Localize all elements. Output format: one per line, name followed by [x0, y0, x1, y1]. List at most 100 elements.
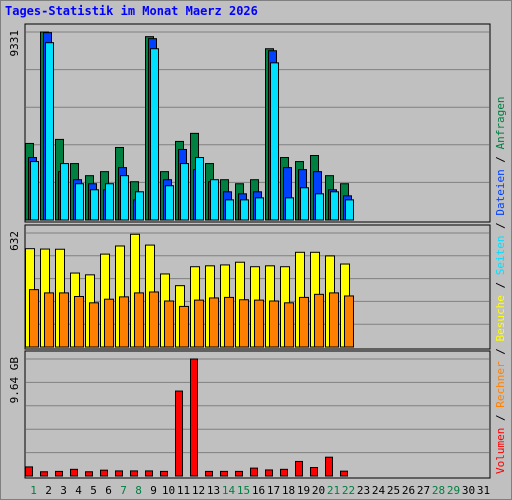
bar-rechner-day-1	[29, 289, 39, 348]
bar-volumen-day-14	[220, 470, 228, 477]
x-tick-label-day-14: 14	[222, 484, 236, 497]
bar-rechner-day-10	[164, 300, 174, 348]
x-tick-label-day-24: 24	[372, 484, 386, 497]
x-tick-label-day-25: 25	[387, 484, 400, 497]
x-tick-label-day-18: 18	[282, 484, 295, 497]
bar-rechner-day-5	[89, 302, 99, 348]
bar-rechner-day-13	[209, 297, 219, 348]
bar-volumen-day-10	[160, 470, 168, 477]
bar-seiten-day-21	[330, 191, 339, 221]
x-tick-label-day-21: 21	[327, 484, 340, 497]
bar-seiten-day-11	[180, 163, 189, 221]
x-tick-label-day-26: 26	[402, 484, 415, 497]
bar-seiten-day-1	[30, 161, 39, 221]
bar-volumen-day-11	[175, 390, 183, 477]
x-tick-label-day-31: 31	[477, 484, 490, 497]
bar-seiten-day-19	[300, 187, 309, 221]
bar-rechner-day-11	[179, 305, 189, 348]
x-tick-label-day-30: 30	[462, 484, 475, 497]
bar-seiten-day-16	[255, 197, 264, 221]
bar-volumen-day-1	[25, 466, 33, 477]
x-tick-label-day-16: 16	[252, 484, 265, 497]
bar-volumen-day-19	[295, 460, 303, 477]
bar-volumen-day-18	[280, 468, 288, 477]
legend-separator: /	[494, 342, 507, 362]
x-tick-label-day-20: 20	[312, 484, 325, 497]
bar-volumen-day-16	[250, 467, 258, 477]
chart-title: Tages-Statistik im Monat Maerz 2026	[5, 4, 258, 18]
legend-separator: /	[494, 408, 507, 428]
legend-separator: /	[494, 275, 507, 295]
bar-rechner-day-4	[74, 295, 84, 348]
bar-rechner-day-15	[239, 299, 249, 348]
x-tick-label-day-9: 9	[150, 484, 157, 497]
legend-separator: /	[494, 149, 507, 169]
y-axis-max-label: 632	[8, 231, 21, 251]
bar-volumen-day-6	[100, 469, 108, 477]
bar-seiten-day-2	[45, 42, 54, 221]
bar-seiten-day-18	[285, 197, 294, 221]
bar-rechner-day-7	[119, 296, 129, 348]
x-tick-label-day-17: 17	[267, 484, 280, 497]
bar-rechner-day-18	[284, 302, 294, 348]
legend-entry-volumen: Volumen	[494, 428, 507, 474]
panel-volume: 9.64 GB	[8, 350, 491, 479]
x-tick-label-day-3: 3	[60, 484, 67, 497]
x-tick-label-day-19: 19	[297, 484, 310, 497]
bar-seiten-day-22	[345, 199, 354, 221]
x-tick-label-day-12: 12	[192, 484, 205, 497]
x-tick-label-day-29: 29	[447, 484, 460, 497]
bar-volumen-day-12	[190, 358, 198, 477]
legend-entry-besuche: Besuche	[494, 295, 507, 341]
bar-seiten-day-9	[150, 48, 159, 221]
bar-rechner-day-16	[254, 299, 264, 348]
x-axis-day-labels: 1 2 3 4 5 6 7 8 9 10 11 12 13 14 15 16 17 18 19 20 21 22 23 24 2…	[30, 484, 490, 497]
bar-seiten-day-14	[225, 199, 234, 221]
x-tick-label-day-8: 8	[135, 484, 142, 497]
bar-rechner-day-22	[344, 295, 354, 348]
bar-seiten-day-13	[210, 179, 219, 221]
bar-seiten-day-12	[195, 157, 204, 221]
bar-seiten-day-4	[75, 183, 84, 221]
bar-volumen-day-2	[40, 471, 48, 477]
legend-right: Volumen / Rechner / Besuche / Seiten / D…	[494, 96, 507, 474]
bar-volumen-day-22	[340, 470, 348, 477]
legend-text: Volumen / Rechner / Besuche / Seiten / D…	[494, 96, 507, 474]
bar-rechner-day-2	[44, 292, 54, 348]
bar-rechner-day-6	[104, 298, 114, 348]
bar-volumen-day-15	[235, 470, 243, 477]
y-axis-max-label: 9.64 GB	[8, 357, 21, 404]
bar-rechner-day-14	[224, 296, 234, 348]
x-tick-label-day-2: 2	[45, 484, 52, 497]
x-tick-label-day-13: 13	[207, 484, 220, 497]
x-tick-label-day-6: 6	[105, 484, 112, 497]
bar-seiten-day-17	[270, 62, 279, 221]
x-tick-label-day-4: 4	[75, 484, 82, 497]
panel-visits-hosts: 632	[8, 224, 491, 350]
bar-seiten-day-10	[165, 185, 174, 221]
bar-volumen-day-21	[325, 456, 333, 477]
bar-seiten-day-5	[90, 189, 99, 221]
bar-volumen-day-8	[130, 470, 138, 477]
x-tick-label-day-10: 10	[162, 484, 175, 497]
plot-area	[24, 350, 491, 479]
bar-volumen-day-4	[70, 468, 78, 477]
legend-entry-anfragen: Anfragen	[494, 96, 507, 149]
bar-seiten-day-15	[240, 199, 249, 221]
legend-separator: /	[494, 216, 507, 236]
bar-volumen-day-9	[145, 470, 153, 477]
x-tick-label-day-22: 22	[342, 484, 355, 497]
x-tick-label-day-11: 11	[177, 484, 190, 497]
x-tick-label-day-1: 1	[30, 484, 37, 497]
bar-seiten-day-3	[60, 163, 69, 221]
bar-rechner-day-9	[149, 291, 159, 348]
bar-volumen-day-3	[55, 470, 63, 477]
legend-entry-seiten: Seiten	[494, 236, 507, 276]
bar-volumen-day-17	[265, 469, 273, 477]
x-tick-label-day-5: 5	[90, 484, 97, 497]
bar-rechner-day-19	[299, 296, 309, 348]
bar-rechner-day-21	[329, 292, 339, 348]
bar-seiten-day-20	[315, 193, 324, 221]
bar-rechner-day-12	[194, 299, 204, 348]
bar-seiten-day-7	[120, 175, 129, 221]
